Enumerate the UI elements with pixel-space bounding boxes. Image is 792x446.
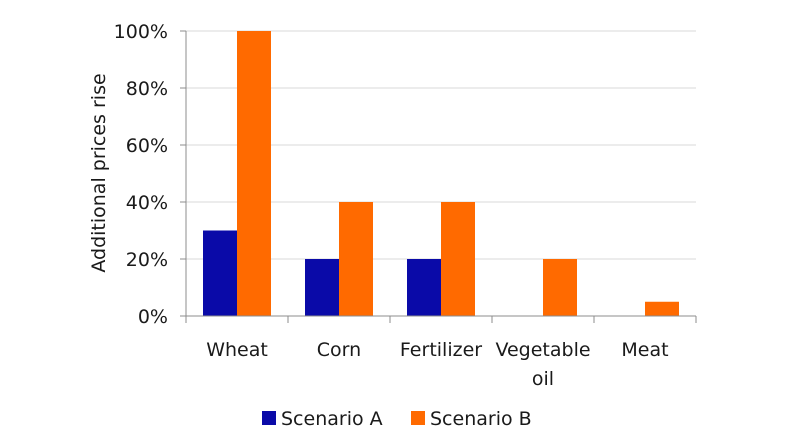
bars bbox=[203, 31, 679, 316]
y-tick-label: 80% bbox=[126, 78, 168, 100]
bar bbox=[407, 259, 441, 316]
legend-item: Scenario B bbox=[411, 408, 532, 430]
bar bbox=[339, 202, 373, 316]
category-labels: Wheat Corn Fertilizer Vegetable oil Meat bbox=[206, 339, 668, 390]
y-tick-labels: 0% 20% 40% 60% 80% 100% bbox=[114, 21, 168, 328]
bar bbox=[543, 259, 577, 316]
y-axis-label: Additional prices rise bbox=[88, 73, 110, 272]
legend-label: Scenario B bbox=[430, 408, 532, 430]
y-tick-label: 100% bbox=[114, 21, 168, 43]
bar bbox=[441, 202, 475, 316]
bar bbox=[305, 259, 339, 316]
category-label: Wheat bbox=[206, 339, 268, 361]
category-label: Vegetable bbox=[495, 339, 590, 361]
y-tick-label: 60% bbox=[126, 135, 168, 157]
legend-swatch bbox=[262, 411, 276, 425]
legend-label: Scenario A bbox=[281, 408, 383, 430]
y-tick-label: 20% bbox=[126, 249, 168, 271]
axes bbox=[180, 30, 697, 323]
y-tick-label: 40% bbox=[126, 192, 168, 214]
legend-swatch bbox=[411, 411, 425, 425]
category-label: oil bbox=[532, 368, 554, 390]
category-label: Corn bbox=[317, 339, 361, 361]
category-label: Fertilizer bbox=[400, 339, 482, 361]
bar bbox=[203, 230, 237, 316]
legend-item: Scenario A bbox=[262, 408, 383, 430]
legend: Scenario A Scenario B bbox=[262, 408, 532, 430]
category-label: Meat bbox=[621, 339, 668, 361]
bar bbox=[645, 301, 679, 316]
bar bbox=[237, 31, 271, 316]
y-tick-label: 0% bbox=[138, 306, 168, 328]
